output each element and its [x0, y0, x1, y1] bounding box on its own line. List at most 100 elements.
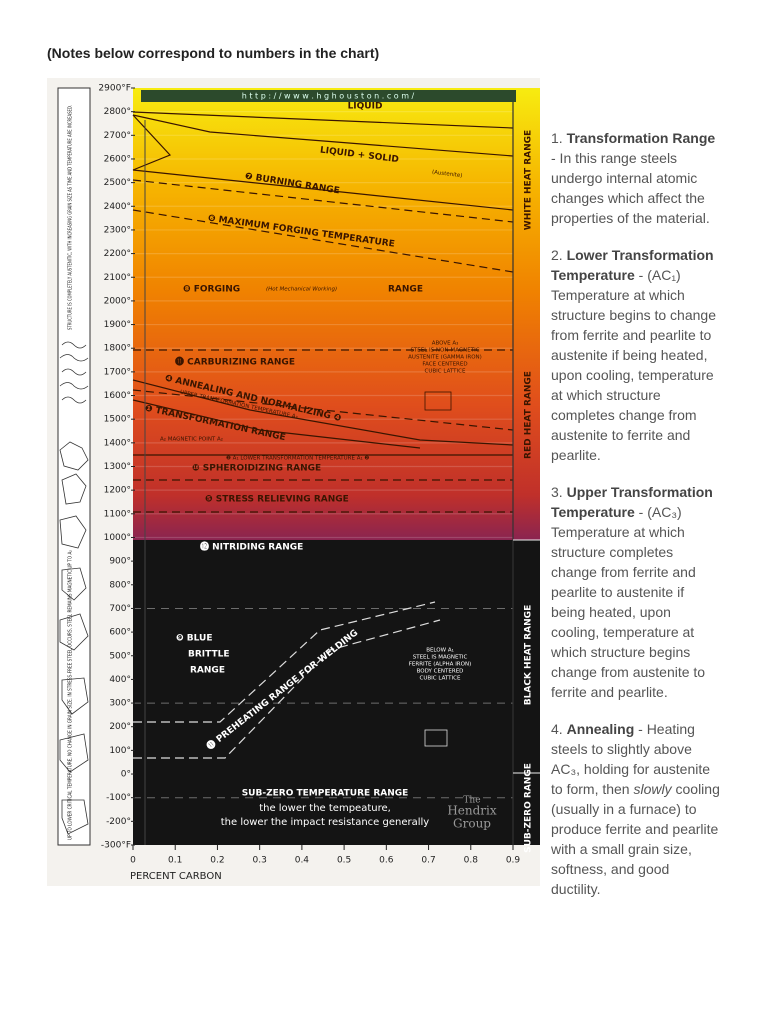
note-line: CUBIC LATTICE: [420, 676, 461, 682]
url-bar: [141, 90, 516, 102]
label-forging: ❽ FORGING: [183, 285, 240, 295]
heat-range: RED HEAT RANGE: [524, 371, 534, 459]
label-liquid: LIQUID: [348, 102, 383, 112]
figure-spacer: [47, 128, 551, 888]
note-emphasis: slowly: [633, 781, 672, 797]
heat-range: BLACK HEAT RANGE: [524, 605, 534, 705]
x-tick-label: 0: [130, 856, 136, 866]
y-tick-label: 2800°: [104, 107, 131, 117]
side-note-lower: UP TO LOWER CRITICAL TEMPERATURE, NO CHA…: [68, 550, 74, 840]
y-tick-label: 1300°: [104, 462, 131, 472]
y-tick-label: 0°: [121, 770, 131, 780]
label-forging-range: RANGE: [388, 285, 423, 295]
x-tick-label: 0.3: [253, 856, 267, 866]
y-tick-label: 1400°: [104, 438, 131, 448]
label-blue-brittle: ❾ BLUE: [176, 634, 212, 644]
header-note: (Notes below correspond to numbers in th…: [47, 45, 380, 61]
y-tick-label: -200°: [106, 817, 131, 827]
y-tick-label: 600°: [109, 628, 131, 638]
note-text: - Heating steels to slightly above AC₃, …: [551, 721, 711, 797]
note-line: STEEL IS NON-MAGNETIC: [410, 348, 479, 354]
y-tick-label: -300°F: [101, 841, 131, 851]
y-tick-label: 2200°: [104, 249, 131, 259]
lattice-icon: [424, 729, 448, 747]
y-tick-label: 1100°: [104, 509, 131, 519]
note-number: 3.: [551, 484, 563, 500]
y-tick-label: 2700°: [104, 131, 131, 141]
y-tick-label: 700°: [109, 604, 131, 614]
side-strip: [57, 87, 91, 846]
phase-lines: [132, 111, 514, 456]
note-line: STEEL IS MAGNETIC: [413, 655, 468, 661]
y-tick-label: 2000°: [104, 296, 131, 306]
y-tick-label: 2400°: [104, 202, 131, 212]
x-axis-label: PERCENT CARBON: [130, 871, 222, 882]
y-tick-label: 1000°: [104, 533, 131, 543]
y-tick-label: 400°: [109, 675, 131, 685]
note: 2. Lower Transformation Temperature - (A…: [47, 245, 722, 465]
y-tick-label: 2300°: [104, 225, 131, 235]
label-blue-brittle: BRITTLE: [188, 650, 230, 660]
note-title: Annealing: [566, 721, 635, 737]
x-tick-label: 0.2: [210, 856, 224, 866]
y-tick-label: 1200°: [104, 486, 131, 496]
note-number: 4.: [551, 721, 563, 737]
y-tick-label: -100°: [106, 793, 131, 803]
x-tick-label: 0.9: [506, 856, 521, 866]
y-tick-label: 2900°F: [98, 84, 131, 94]
y-tick-label: 500°: [109, 651, 131, 661]
preheating-band: [133, 601, 441, 759]
y-tick-label: 2100°: [104, 273, 131, 283]
y-tick-label: 900°: [109, 557, 131, 567]
note-text: cooling (usually in a furnace) to produc…: [551, 781, 720, 897]
y-axis: 2900°F 2800° 2700° 2600° 2500° 2400° 2300° 2200…: [98, 84, 135, 851]
note-text: - In this range steels undergo internal …: [551, 150, 710, 226]
label-austenite: (Austenite): [432, 170, 463, 180]
note: 1. Transformation Range - In this range …: [47, 128, 722, 228]
side-note-upper: STRUCTURE IS COMPLETELY AUSTENITIC, WITH…: [68, 105, 74, 330]
note-number: 1.: [551, 130, 563, 146]
note-line: FACE CENTERED: [422, 362, 467, 368]
y-tick-label: 800°: [109, 580, 131, 590]
y-tick-label: 1700°: [104, 367, 131, 377]
note-line: BELOW A₁: [426, 648, 454, 654]
note-title: Transformation Range: [566, 130, 716, 146]
label-spheroidizing: ❿ SPHEROIDIZING RANGE: [192, 464, 321, 474]
heat-gradient: [133, 88, 540, 540]
dashed-limits: [132, 179, 514, 513]
y-tick-label: 100°: [109, 746, 131, 756]
note: 4. Annealing - Heating steels to slightl…: [47, 719, 722, 899]
note-title: Lower Transformation Temperature: [551, 247, 714, 283]
note-line: FERRITE (ALPHA IRON): [409, 662, 471, 668]
y-tick-label: 1600°: [104, 391, 131, 401]
label-a2: A₂ MAGNETIC POINT A₂: [160, 437, 223, 443]
y-tick-label: 1800°: [104, 344, 131, 354]
label-stress-relieving: ❺ STRESS RELIEVING RANGE: [205, 495, 349, 505]
x-tick-label: 0.1: [168, 856, 182, 866]
black-region: [133, 540, 540, 845]
note-line: CUBIC LATTICE: [425, 369, 466, 375]
label-nitriding: ⓬ NITRIDING RANGE: [200, 541, 303, 553]
label-forging-note: (Hot Mechanical Working): [266, 287, 337, 293]
note-number: 2.: [551, 247, 563, 263]
note-line: ABOVE A₃: [432, 341, 459, 347]
heat-range: SUB-ZERO RANGE: [524, 763, 534, 853]
x-tick-label: 0.8: [464, 856, 479, 866]
note: 3. Upper Transformation Temperature - (A…: [47, 482, 722, 702]
note-line: BODY CENTERED: [417, 669, 464, 675]
y-tick-label: 2500°: [104, 178, 131, 188]
logo: The: [463, 796, 480, 806]
label-carburizing: ⓫ CARBURIZING RANGE: [175, 356, 295, 368]
x-tick-label: 0.6: [379, 856, 394, 866]
x-axis: 0 0.1 0.2 0.3 0.4 0.5 0.6 0.7 0.8 0.9: [130, 845, 520, 866]
lattice-icon: [424, 391, 452, 411]
note-text: - (AC₁) Temperature at which structure b…: [551, 267, 716, 463]
label-subzero: SUB-ZERO TEMPERATURE RANGE: [242, 789, 409, 799]
y-tick-label: 300°: [109, 699, 131, 709]
logo: Hendrix: [447, 804, 497, 818]
